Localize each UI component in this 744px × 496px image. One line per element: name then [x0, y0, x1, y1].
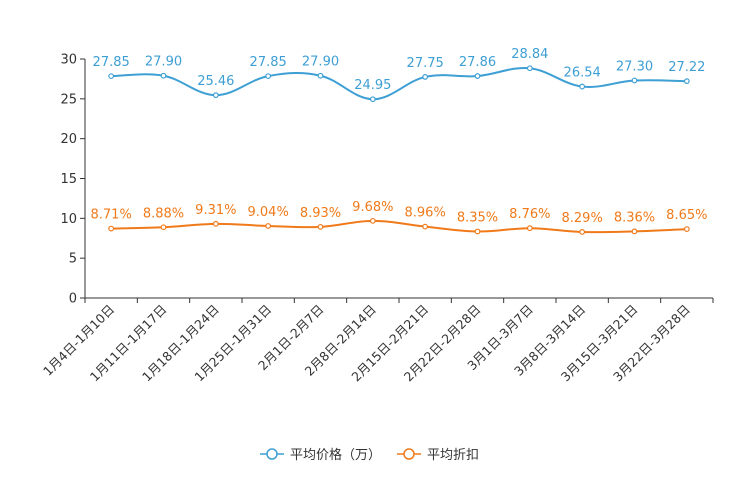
data-point[interactable]	[631, 77, 638, 84]
data-point[interactable]	[526, 65, 533, 72]
data-label: 8.29%	[562, 211, 603, 226]
data-label: 28.84	[511, 47, 548, 62]
y-tick-label: 0	[69, 292, 77, 307]
data-point[interactable]	[108, 73, 115, 80]
data-point[interactable]	[683, 226, 690, 232]
data-point[interactable]	[474, 228, 481, 235]
y-tick-label: 30	[60, 53, 77, 68]
data-label: 27.85	[93, 55, 130, 70]
data-label: 9.68%	[352, 200, 393, 215]
data-point[interactable]	[369, 217, 376, 224]
y-tick-label: 25	[60, 92, 77, 107]
data-point[interactable]	[317, 223, 324, 230]
data-label: 8.65%	[666, 208, 707, 223]
y-tick-label: 5	[69, 252, 77, 267]
data-label: 8.36%	[614, 210, 655, 225]
data-point[interactable]	[579, 229, 586, 235]
data-point[interactable]	[265, 73, 272, 80]
data-label: 9.04%	[248, 205, 289, 220]
y-tick-label: 20	[60, 132, 77, 147]
data-label: 27.85	[250, 55, 287, 70]
data-point[interactable]	[631, 228, 638, 235]
data-point[interactable]	[579, 83, 586, 90]
data-label: 8.71%	[91, 208, 132, 223]
series-line-0	[111, 66, 687, 101]
data-point[interactable]	[369, 96, 376, 103]
data-label: 26.54	[564, 66, 601, 81]
data-point[interactable]	[317, 72, 324, 79]
data-label: 8.96%	[405, 206, 446, 221]
data-point[interactable]	[526, 225, 533, 232]
data-point[interactable]	[422, 223, 429, 230]
data-label: 27.90	[145, 55, 182, 70]
data-point[interactable]	[422, 74, 429, 80]
y-tick-label: 15	[60, 172, 77, 187]
data-point[interactable]	[212, 220, 219, 227]
data-label: 9.31%	[195, 203, 236, 218]
data-point[interactable]	[160, 72, 167, 79]
data-label: 8.93%	[300, 206, 341, 221]
axes-group: 0510152025301月4日-1月10日1月11日-1月17日1月18日-1…	[40, 53, 714, 384]
labels-group: 27.85 27.90 25.46 27.85 27.90 24.95 27.75 27.86…	[91, 47, 708, 226]
y-tick-label: 10	[60, 212, 77, 227]
data-point[interactable]	[474, 73, 481, 79]
data-label: 27.90	[302, 55, 339, 70]
legend-marker-icon	[266, 448, 278, 460]
data-label: 27.86	[459, 55, 496, 70]
legend[interactable]: 平均价格（万） 平均折扣	[260, 447, 479, 463]
data-point[interactable]	[108, 225, 115, 232]
data-label: 8.35%	[457, 210, 498, 225]
data-label: 27.30	[616, 60, 653, 75]
legend-marker-icon	[403, 448, 415, 460]
data-point[interactable]	[683, 78, 690, 85]
legend-label: 平均价格（万）	[290, 447, 381, 463]
data-label: 25.46	[197, 74, 234, 89]
data-label: 27.22	[668, 60, 705, 75]
data-point[interactable]	[160, 224, 167, 231]
series-group	[108, 65, 690, 235]
legend-item-0[interactable]: 平均价格（万）	[260, 447, 381, 463]
series-line-1	[111, 219, 687, 234]
data-label: 8.88%	[143, 206, 184, 221]
legend-label: 平均折扣	[427, 448, 479, 463]
data-point[interactable]	[212, 92, 219, 99]
data-label: 8.76%	[509, 207, 550, 222]
legend-item-1[interactable]: 平均折扣	[397, 448, 479, 463]
data-label: 24.95	[354, 78, 391, 93]
data-point[interactable]	[265, 223, 272, 229]
data-label: 27.75	[407, 56, 444, 71]
